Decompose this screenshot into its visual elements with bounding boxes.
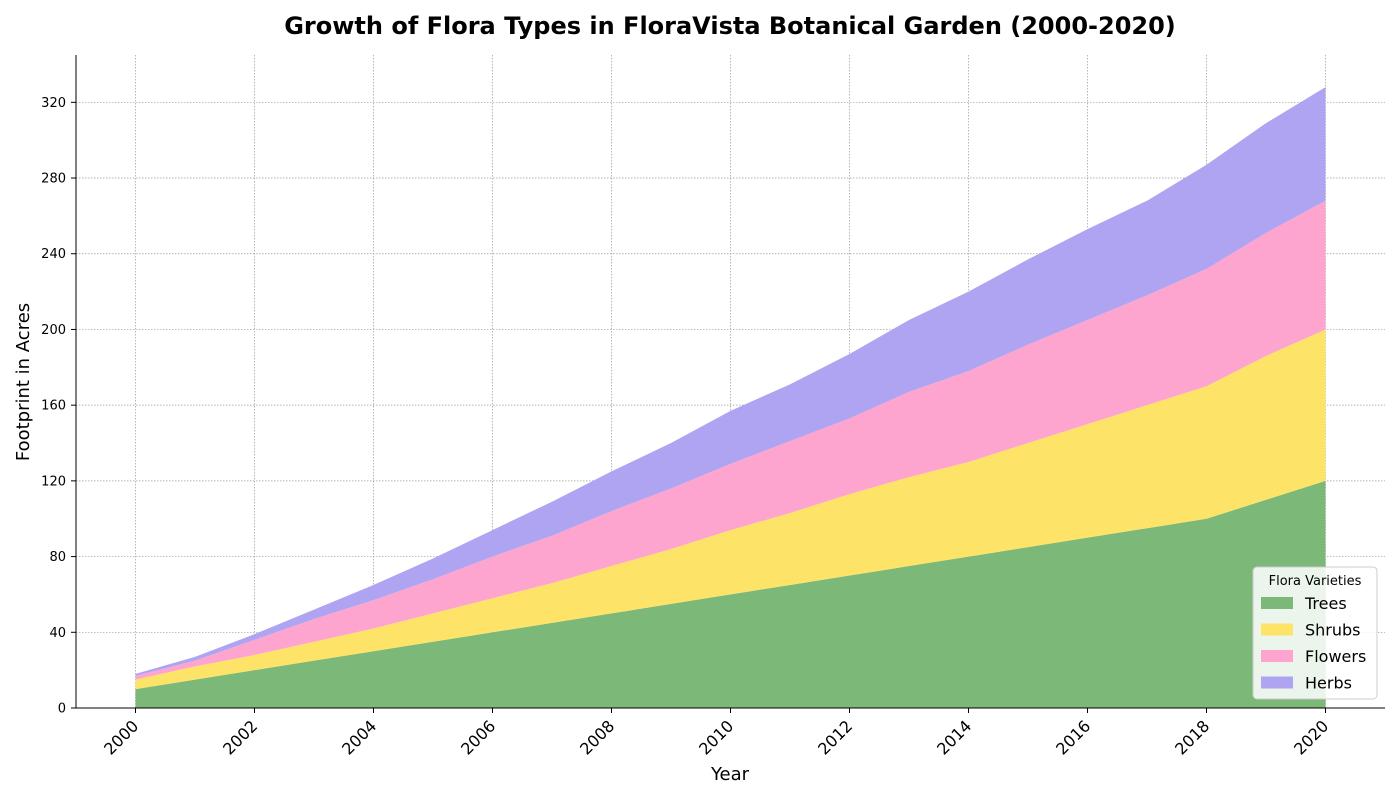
legend-swatch-flowers <box>1261 650 1293 662</box>
y-tick-label: 160 <box>41 399 66 414</box>
y-axis-label: Footprint in Acres <box>13 303 34 461</box>
y-tick-label: 320 <box>41 96 66 111</box>
legend-label-trees: Trees <box>1304 594 1347 613</box>
x-tick-label: 2004 <box>338 716 380 758</box>
legend-swatch-herbs <box>1261 676 1293 689</box>
legend-swatch-trees <box>1261 597 1293 609</box>
legend-title: Flora Varieties <box>1269 574 1362 589</box>
y-tick-label: 80 <box>49 550 66 565</box>
legend-label-flowers: Flowers <box>1305 647 1366 666</box>
x-tick-label: 2020 <box>1290 716 1332 758</box>
area-series <box>135 87 1326 708</box>
area-shrubs <box>135 329 1326 690</box>
y-tick-label: 120 <box>41 474 66 489</box>
legend-label-shrubs: Shrubs <box>1305 621 1361 640</box>
y-tick-label: 200 <box>41 323 66 338</box>
x-tick-label: 2012 <box>814 716 856 758</box>
y-axis-ticks: 0 40 80 120 160 200 240 280 320 <box>41 96 76 717</box>
x-tick-label: 2016 <box>1052 716 1094 758</box>
legend: Flora Varieties Trees Shrubs Flowers Herbs <box>1252 566 1378 700</box>
legend-label-herbs: Herbs <box>1305 674 1352 693</box>
x-tick-label: 2010 <box>695 716 737 758</box>
x-tick-label: 2018 <box>1171 716 1213 758</box>
x-axis-ticks: 2000 2002 2004 2006 2008 2010 2012 2014 2016 2018… <box>100 708 1332 759</box>
x-tick-label: 2000 <box>100 716 142 758</box>
x-tick-label: 2014 <box>933 716 975 758</box>
y-tick-label: 40 <box>49 626 66 641</box>
x-tick-label: 2008 <box>576 716 618 758</box>
x-tick-label: 2006 <box>457 716 499 758</box>
area-trees <box>135 480 1326 708</box>
y-tick-label: 0 <box>58 702 66 717</box>
x-tick-label: 2002 <box>219 716 261 758</box>
y-tick-label: 240 <box>41 247 66 262</box>
y-tick-label: 280 <box>41 172 66 187</box>
chart-title: Growth of Flora Types in FloraVista Bota… <box>284 12 1176 40</box>
x-axis-label: Year <box>710 764 750 785</box>
legend-swatch-shrubs <box>1261 623 1293 636</box>
